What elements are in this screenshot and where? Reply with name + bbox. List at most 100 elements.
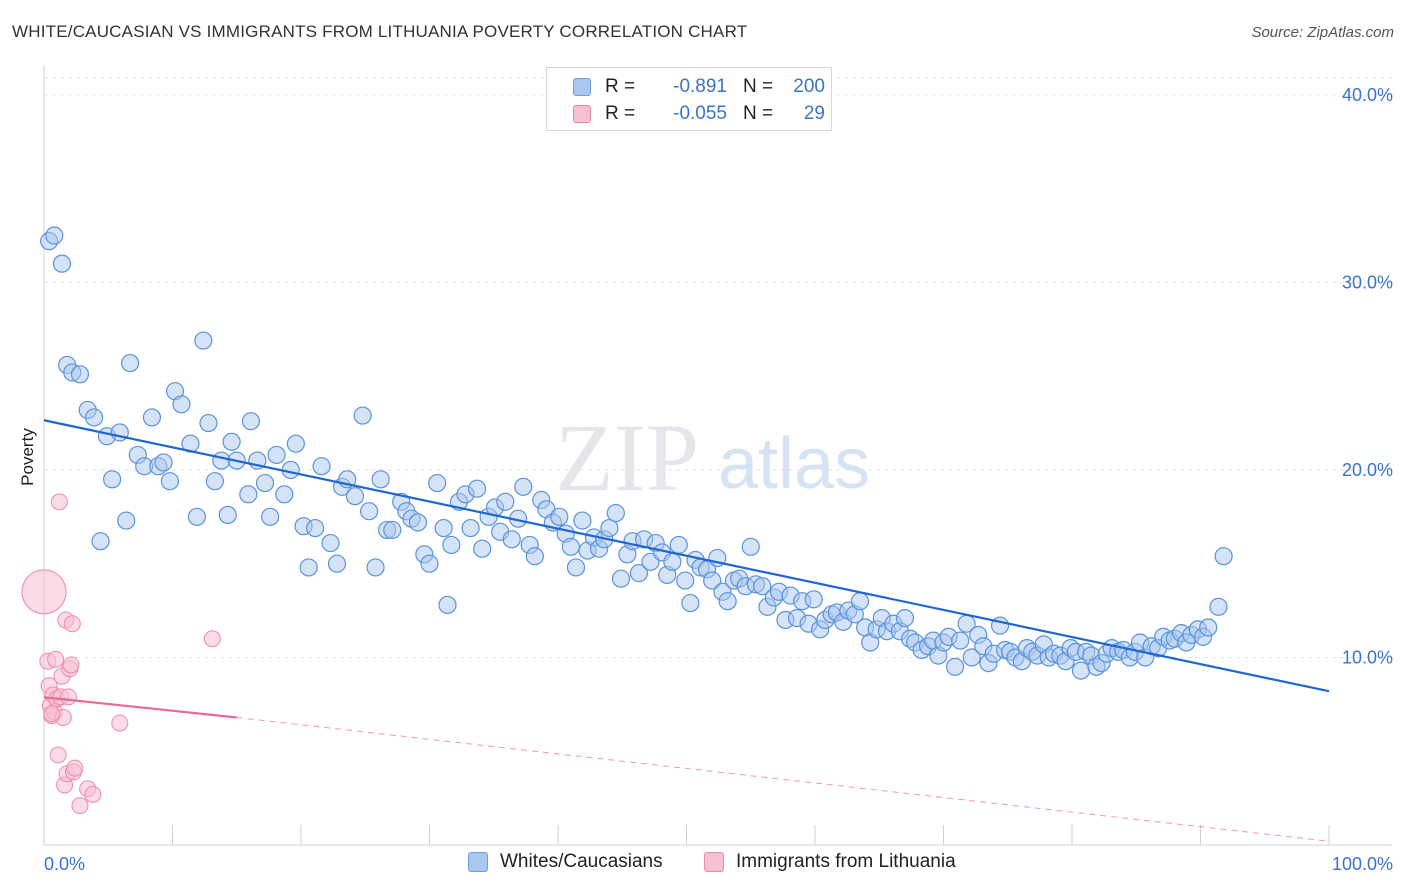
data-point-lithuania — [59, 688, 77, 706]
source-credit: Source: ZipAtlas.com — [1251, 24, 1394, 41]
data-point-white — [371, 470, 390, 489]
data-point-white — [428, 473, 447, 493]
data-point-white — [442, 535, 461, 555]
legend-swatch-lithuania — [573, 105, 591, 123]
legend-swatch-white — [573, 78, 591, 96]
legend-swatch-white — [468, 852, 488, 872]
data-point-white — [261, 507, 280, 526]
legend-n-label: N = — [743, 76, 774, 97]
data-point-white — [194, 331, 213, 350]
data-point-white — [383, 520, 402, 540]
data-point-white — [353, 406, 372, 425]
data-point-lithuania — [111, 714, 129, 732]
data-point-white — [120, 353, 140, 373]
trendline-lithuania — [236, 716, 1330, 842]
data-point-white — [239, 485, 258, 504]
data-point-white — [951, 631, 970, 650]
y-axis-label: Poverty — [18, 428, 37, 486]
data-point-white — [473, 539, 492, 558]
data-point-white — [438, 595, 457, 615]
data-point-white — [91, 532, 110, 551]
data-point-white — [345, 487, 365, 506]
data-point-white — [606, 503, 625, 523]
data-point-white — [467, 479, 487, 498]
y-tick-label: 10.0% — [1342, 647, 1393, 667]
data-point-white — [360, 502, 379, 521]
data-point-lithuania — [50, 493, 68, 511]
data-point-white — [408, 513, 428, 532]
watermark-atlas: atlas — [718, 424, 870, 504]
trendlines — [43, 419, 1330, 842]
data-point-white — [434, 518, 453, 538]
data-point-white — [327, 554, 347, 573]
trendline-lithuania — [43, 696, 237, 719]
data-point-white — [299, 558, 318, 577]
data-point-white — [703, 571, 722, 590]
legend-item-white: Whites/Caucasians — [468, 851, 663, 873]
legend-n-label: N = — [743, 103, 774, 124]
data-point-white — [187, 507, 207, 526]
watermark: ZIP atlas — [555, 404, 870, 511]
data-point-white — [85, 408, 104, 427]
series-legend: Whites/Caucasians Immigrants from Lithua… — [0, 851, 1406, 877]
legend-r-label: R = — [605, 103, 636, 124]
legend-n-value: 29 — [803, 103, 825, 124]
watermark-zip: ZIP — [555, 404, 699, 511]
data-point-white — [566, 558, 586, 577]
data-point-white — [160, 472, 180, 491]
data-point-white — [103, 470, 122, 489]
correlation-legend: R = -0.891 N = 200 R = -0.055 N = 29 — [546, 67, 832, 131]
data-point-white — [172, 395, 191, 414]
trendline-white — [43, 419, 1330, 693]
data-point-white — [945, 657, 965, 676]
tick-labels: 10.0% 20.0% 30.0% 40.0% 0.0% 100.0% — [44, 85, 1393, 874]
legend-label-lithuania: Immigrants from Lithuania — [736, 851, 956, 872]
data-point-white — [117, 511, 136, 530]
data-point-white — [275, 485, 294, 504]
data-point-white — [222, 432, 241, 451]
data-point-white — [561, 537, 580, 556]
data-point-lithuania — [66, 759, 84, 777]
y-tick-label: 20.0% — [1342, 460, 1393, 480]
data-point-white — [205, 472, 225, 491]
data-point-lithuania — [62, 656, 80, 674]
data-point-white — [629, 563, 649, 583]
legend-swatch-lithuania — [704, 852, 724, 872]
data-point-lithuania — [49, 746, 67, 764]
data-point-lithuania — [21, 569, 67, 615]
data-point-white — [1209, 597, 1228, 616]
chart-title: WHITE/CAUCASIAN VS IMMIGRANTS FROM LITHU… — [12, 22, 748, 41]
gridlines — [44, 77, 1392, 658]
data-point-white — [1071, 661, 1091, 680]
data-point-white — [212, 451, 231, 470]
data-point-white — [850, 592, 870, 611]
data-point-white — [663, 552, 682, 571]
data-point-white — [1214, 547, 1233, 566]
data-point-white — [241, 412, 260, 431]
data-point-white — [312, 457, 331, 476]
data-point-white — [502, 530, 521, 549]
data-point-white — [255, 473, 275, 493]
data-point-white — [550, 507, 569, 526]
data-point-lithuania — [43, 705, 61, 723]
data-point-white — [420, 554, 439, 573]
data-point-white — [45, 226, 64, 245]
data-point-white — [218, 505, 237, 525]
data-point-white — [1199, 618, 1218, 637]
data-point-white — [154, 453, 173, 472]
data-point-white — [142, 408, 162, 427]
legend-label-white: Whites/Caucasians — [500, 851, 663, 872]
legend-item-lithuania: Immigrants from Lithuania — [704, 851, 956, 873]
legend-row-white: R = -0.891 N = 200 — [573, 74, 825, 100]
data-point-white — [962, 648, 981, 667]
data-point-white — [718, 592, 737, 611]
y-tick-label: 40.0% — [1342, 85, 1393, 105]
data-point-white — [753, 577, 772, 596]
data-point-white — [895, 608, 915, 628]
data-point-white — [286, 434, 305, 453]
legend-r-value: -0.891 — [673, 76, 727, 97]
data-point-lithuania — [203, 630, 221, 648]
data-point-white — [669, 535, 688, 555]
legend-row-lithuania: R = -0.055 N = 29 — [573, 101, 825, 127]
